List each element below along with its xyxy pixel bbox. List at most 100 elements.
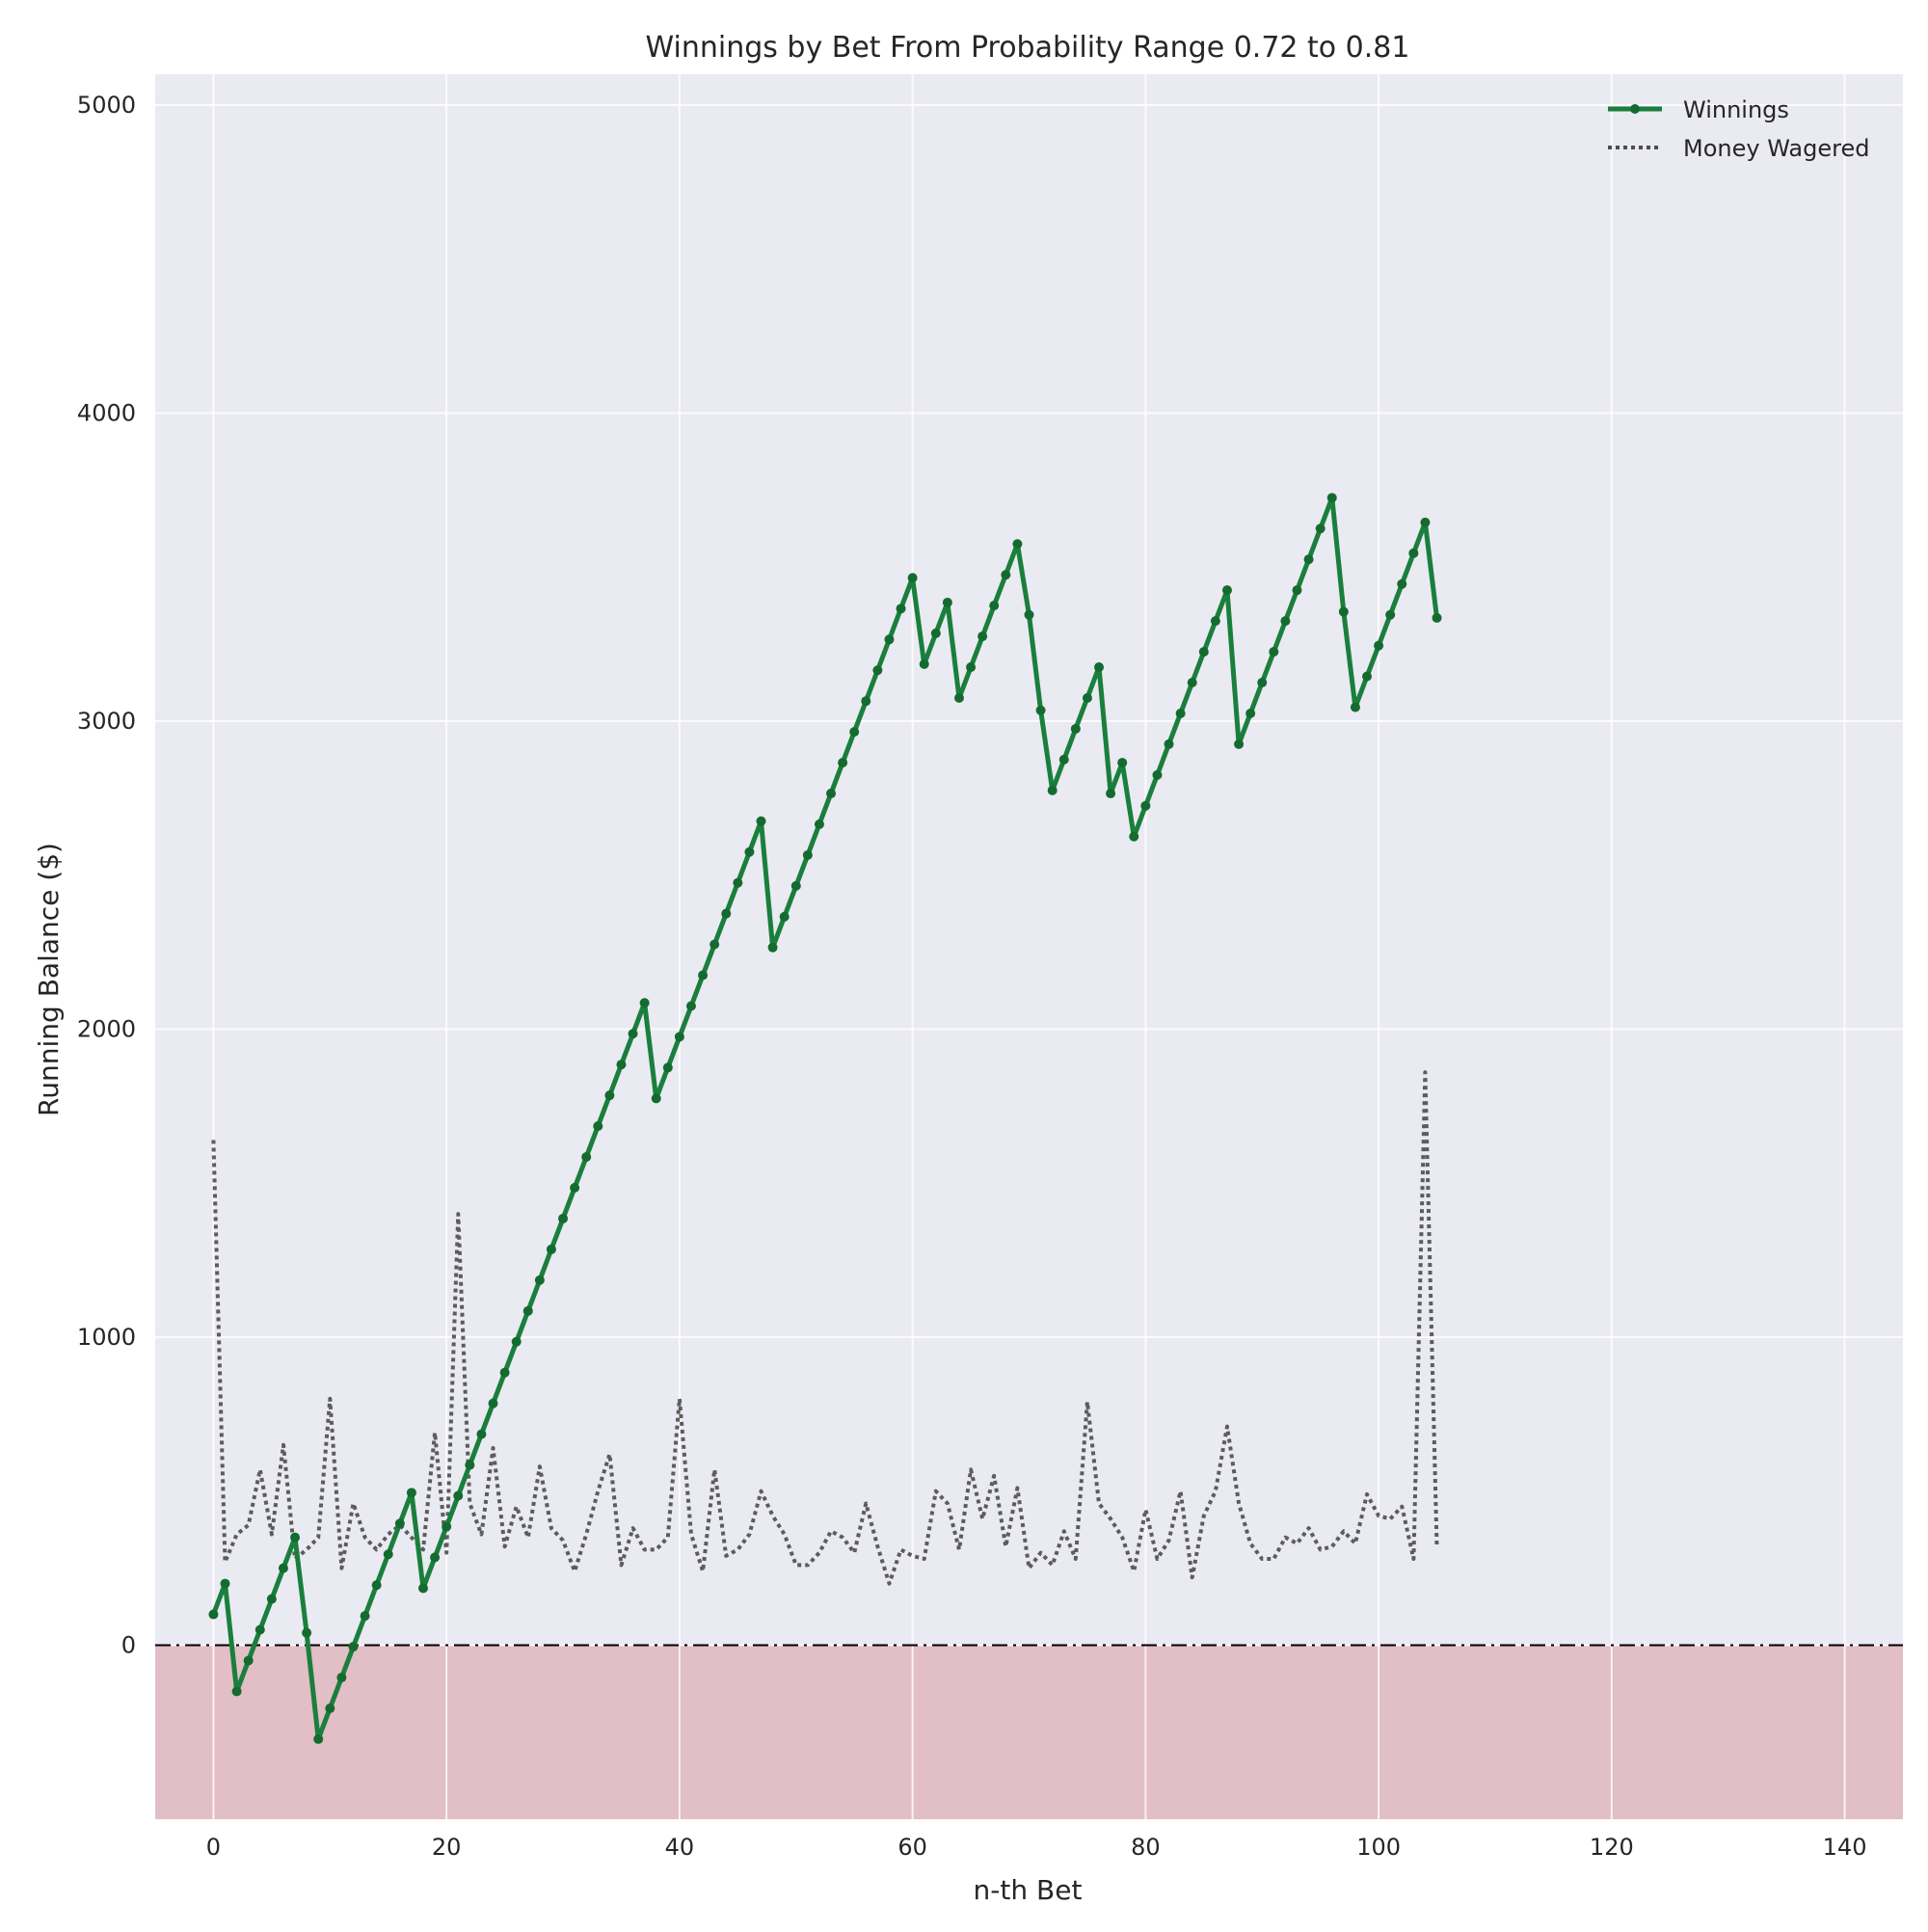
data-point — [430, 1552, 441, 1563]
negative-region — [155, 1645, 1903, 1819]
data-point — [1210, 616, 1220, 627]
data-point — [442, 1521, 452, 1532]
data-point — [313, 1733, 324, 1744]
chart-title: Winnings by Bet From Probability Range 0… — [646, 31, 1410, 65]
data-point — [1106, 789, 1116, 799]
data-point — [710, 939, 720, 950]
data-point — [989, 601, 1000, 611]
data-point — [942, 597, 952, 607]
x-tick-label: 140 — [1823, 1834, 1867, 1861]
x-tick-label: 60 — [897, 1834, 927, 1861]
y-tick-label: 5000 — [77, 92, 136, 119]
data-point — [1140, 800, 1151, 811]
data-point — [1152, 769, 1163, 780]
data-point — [348, 1642, 359, 1652]
data-point — [1175, 708, 1186, 718]
data-point — [1198, 647, 1209, 657]
data-point — [767, 942, 778, 953]
data-point — [639, 998, 650, 1008]
plot-area: 0 20 40 60 80 100 120 140 0 1000 2000 3000 4000 5000 W… — [77, 74, 1903, 1861]
data-point — [698, 970, 709, 980]
series-line-winnings — [211, 495, 1439, 1742]
data-point — [1303, 554, 1314, 565]
data-point — [383, 1549, 393, 1560]
data-point — [1047, 785, 1058, 795]
data-point — [814, 818, 824, 829]
data-point — [1420, 517, 1431, 527]
data-point — [1035, 705, 1046, 715]
data-point — [417, 1583, 428, 1594]
data-point — [593, 1121, 603, 1132]
data-point — [499, 1367, 510, 1378]
data-point — [1269, 647, 1279, 657]
x-tick-label: 40 — [665, 1834, 695, 1861]
data-point — [1280, 616, 1291, 627]
data-point — [243, 1655, 254, 1666]
data-point — [884, 634, 895, 645]
legend-label: Winnings — [1683, 96, 1789, 123]
data-point — [220, 1578, 230, 1589]
data-point — [1374, 640, 1384, 651]
data-point — [1117, 758, 1128, 768]
data-point — [1257, 678, 1268, 688]
data-point — [1350, 702, 1360, 712]
data-point — [360, 1611, 370, 1622]
data-point — [861, 696, 871, 707]
data-point — [1094, 662, 1105, 673]
data-point — [604, 1090, 615, 1101]
data-point — [558, 1213, 569, 1223]
data-point — [1221, 585, 1232, 596]
data-point — [1234, 738, 1245, 749]
data-point — [488, 1398, 498, 1409]
legend-marker — [1630, 104, 1640, 114]
data-point — [476, 1429, 487, 1439]
data-point — [790, 880, 801, 891]
data-point — [266, 1594, 277, 1604]
data-point — [662, 1062, 673, 1073]
data-point — [1001, 570, 1011, 580]
data-point — [453, 1490, 464, 1501]
y-tick-label: 1000 — [77, 1324, 136, 1351]
data-point — [371, 1580, 382, 1591]
data-point — [651, 1093, 661, 1104]
data-point — [977, 631, 988, 642]
data-point — [616, 1060, 627, 1070]
data-point — [1129, 831, 1139, 842]
data-point — [465, 1460, 475, 1470]
data-point — [907, 573, 918, 583]
data-point — [628, 1029, 638, 1039]
data-point — [1012, 539, 1023, 550]
data-point — [779, 911, 790, 922]
data-point — [231, 1686, 242, 1697]
data-point — [1024, 609, 1034, 620]
data-point — [826, 789, 837, 799]
data-point — [1397, 578, 1407, 589]
data-point — [872, 665, 883, 676]
x-tick-label: 120 — [1590, 1834, 1634, 1861]
x-tick-label: 100 — [1356, 1834, 1401, 1861]
data-point — [733, 877, 743, 888]
data-point — [721, 908, 732, 919]
data-point — [1292, 585, 1302, 596]
data-point — [406, 1488, 416, 1498]
data-point — [966, 662, 977, 673]
x-tick-label: 0 — [206, 1834, 221, 1861]
data-point — [1070, 723, 1081, 734]
data-point — [534, 1275, 545, 1285]
data-point — [802, 849, 813, 860]
y-axis-label: Running Balance ($) — [33, 843, 65, 1116]
data-point — [674, 1032, 684, 1042]
data-point — [208, 1609, 219, 1620]
data-point — [522, 1305, 533, 1316]
data-point — [756, 816, 766, 826]
data-point — [290, 1532, 301, 1543]
data-point — [581, 1152, 592, 1163]
data-point — [1315, 523, 1326, 534]
data-point — [302, 1627, 312, 1638]
data-point — [953, 692, 964, 703]
data-point — [511, 1336, 522, 1347]
y-tick-label: 2000 — [77, 1015, 136, 1042]
data-point — [919, 658, 929, 669]
